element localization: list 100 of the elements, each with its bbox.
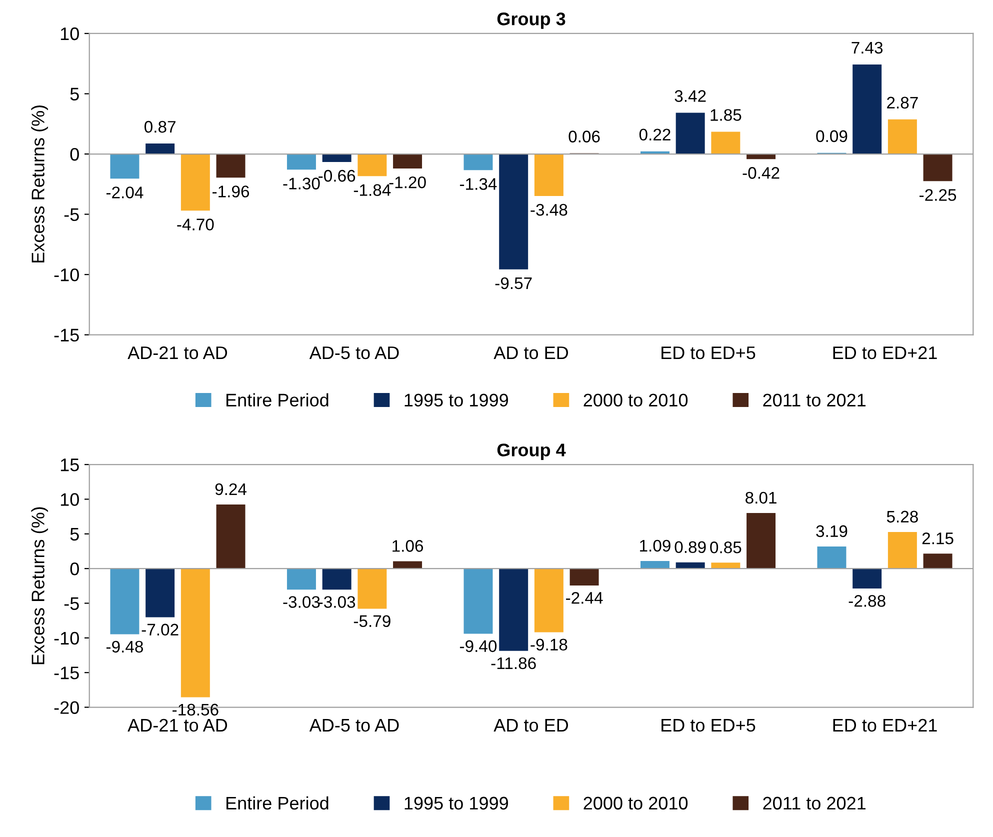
bar: [923, 554, 952, 569]
bar: [393, 154, 422, 168]
y-tick-label: -5: [64, 597, 79, 610]
data-label: -5.79: [354, 615, 390, 628]
bar: [711, 562, 740, 569]
data-label: 2.15: [922, 532, 954, 544]
data-label: -3.03: [283, 596, 320, 608]
data-label: 0.87: [144, 120, 176, 133]
y-tick-label: 5: [70, 528, 79, 541]
y-tick-label: -5: [64, 208, 79, 221]
data-label: -1.30: [283, 178, 320, 190]
bar: [322, 568, 352, 590]
data-label: -9.40: [460, 640, 497, 652]
bar: [852, 568, 882, 589]
bar: [534, 568, 564, 632]
data-label: 9.24: [215, 483, 247, 496]
data-label: -9.48: [106, 640, 143, 653]
bar: [499, 568, 528, 651]
y-axis-title: Excess Returns (%): [31, 105, 48, 262]
legend-label: Entire Period: [226, 796, 328, 810]
x-tick-label: ED to ED+21: [833, 346, 937, 360]
data-label: -2.04: [106, 186, 144, 198]
bar: [570, 568, 599, 586]
legend-label: Entire Period: [226, 393, 328, 406]
chart-title: Group 4: [497, 444, 566, 460]
data-label: 1.06: [392, 540, 424, 552]
data-label: -1.34: [460, 178, 497, 190]
legend-label: 2011 to 2021: [763, 796, 866, 810]
data-label: -2.88: [848, 595, 886, 607]
y-tick-label: 0: [70, 562, 79, 576]
bar: [322, 154, 352, 162]
y-tick-label: 15: [60, 458, 79, 472]
x-tick-label: AD-21 to AD: [128, 346, 228, 360]
legend-label: 2011 to 2021: [763, 394, 866, 406]
bar: [110, 568, 140, 634]
bar: [358, 568, 387, 609]
legend-label: 2000 to 2010: [584, 394, 688, 406]
bar: [146, 144, 175, 154]
data-label: 5.28: [886, 510, 918, 523]
data-label: -0.66: [318, 170, 356, 182]
bar: [464, 568, 493, 634]
data-label: -2.25: [920, 189, 956, 201]
data-label: 3.42: [674, 90, 706, 102]
legend-label: 1995 to 1999: [404, 394, 508, 406]
x-tick-label: ED to ED+21: [833, 718, 937, 732]
data-label: 0.09: [816, 130, 848, 142]
data-label: 1.09: [640, 540, 670, 552]
data-label: 1.85: [710, 109, 742, 121]
data-label: -0.42: [742, 167, 780, 179]
data-label: -3.48: [530, 204, 568, 216]
y-tick-label: 5: [70, 88, 79, 100]
bar: [180, 568, 210, 698]
x-tick-label: AD-5 to AD: [309, 719, 399, 732]
y-tick-label: -20: [54, 701, 79, 714]
bar: [499, 154, 528, 270]
bar: [711, 132, 740, 154]
y-tick-label: -15: [54, 328, 79, 342]
data-label: 2.87: [887, 96, 918, 109]
x-tick-label: ED to ED+5: [662, 346, 756, 360]
data-label: -1.84: [354, 184, 391, 196]
chart-title: Group 3: [497, 12, 566, 29]
bar: [146, 568, 175, 618]
data-label: -9.18: [530, 638, 568, 651]
bar: [640, 561, 670, 569]
data-label: 8.01: [746, 492, 776, 504]
data-label: -4.70: [177, 218, 214, 230]
data-label: -2.44: [566, 592, 603, 604]
data-label: -3.03: [318, 596, 356, 608]
bar: [888, 532, 917, 569]
bar: [358, 154, 387, 176]
bar: [286, 154, 316, 170]
bar: [393, 561, 422, 569]
x-tick-label: AD-5 to AD: [309, 346, 399, 360]
bar: [676, 112, 705, 154]
data-label: -1.96: [212, 186, 250, 198]
data-label: -9.57: [495, 277, 532, 290]
data-label: -18.56: [172, 704, 218, 716]
x-tick-label: AD to ED: [494, 719, 568, 732]
data-label: -1.20: [389, 176, 426, 188]
y-tick-label: 0: [70, 148, 79, 161]
data-label: 0.06: [568, 130, 600, 142]
bar: [180, 154, 210, 211]
data-label: 0.89: [674, 541, 706, 554]
data-label: -11.86: [491, 657, 536, 670]
x-tick-label: AD to ED: [494, 346, 568, 360]
y-tick-label: 10: [60, 27, 79, 40]
legend-label: 2000 to 2010: [584, 796, 688, 810]
bar: [534, 154, 564, 196]
x-tick-label: ED to ED+5: [662, 719, 756, 732]
data-label: 0.22: [639, 128, 670, 141]
bar: [286, 568, 316, 590]
bar: [216, 154, 246, 178]
y-axis-title: Excess Returns (%): [31, 507, 48, 664]
bar: [923, 154, 952, 182]
bar: [746, 513, 776, 569]
data-label: -7.02: [142, 624, 178, 636]
legend-label: 1995 to 1999: [404, 796, 508, 810]
y-tick-label: -15: [54, 666, 79, 680]
y-tick-label: 10: [60, 493, 79, 506]
bar: [852, 64, 882, 154]
